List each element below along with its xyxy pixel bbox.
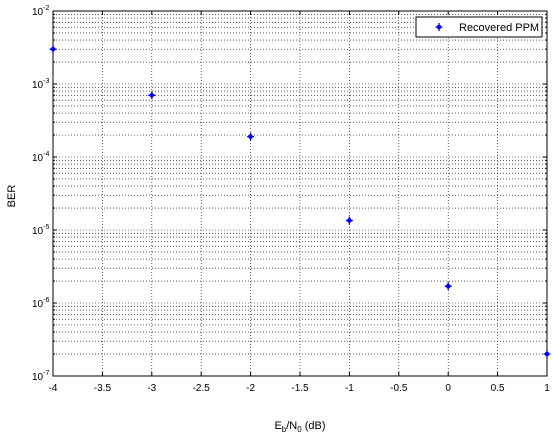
y-tick-label: 10-7 — [32, 370, 49, 383]
legend-box — [415, 16, 543, 38]
data-point — [543, 350, 551, 359]
x-tick-label: -1.5 — [291, 383, 309, 394]
y-tick-label: 10-5 — [32, 224, 49, 237]
y-tick-labels: 10-2 10-3 10-4 10-5 10-6 10-7 — [32, 5, 49, 383]
x-axis-label-main: E — [274, 420, 281, 432]
x-tick-label: 0 — [445, 383, 451, 394]
x-tick-label: -0.5 — [390, 383, 408, 394]
x-tick-label: -3.5 — [94, 383, 112, 394]
data-point — [148, 91, 156, 100]
data-point — [49, 45, 57, 54]
legend-label-recovered-ppm: Recovered PPM — [459, 22, 539, 34]
x-axis-label: Eb/N0 (dB) — [274, 420, 325, 434]
x-axis-label-sub1: b — [282, 425, 287, 434]
x-axis-label-tail: (dB) — [302, 420, 326, 432]
legend-star-icon — [435, 23, 443, 31]
x-tick-label: 1 — [544, 383, 550, 394]
y-tick-label: 10-4 — [32, 151, 49, 164]
legend: Recovered PPM — [415, 16, 543, 38]
data-points — [49, 45, 551, 359]
data-point — [247, 132, 255, 141]
x-tick-label: -2.5 — [193, 383, 211, 394]
y-tick-label: 10-6 — [32, 297, 49, 310]
x-tick-label: -1 — [345, 383, 354, 394]
x-tick-labels: -4 -3.5 -3 -2.5 -2 -1.5 -1 -0.5 0 0.5 1 — [49, 383, 551, 394]
x-axis-label-sub2: 0 — [297, 425, 302, 434]
y-tick-label: 10-2 — [32, 5, 49, 18]
data-point — [444, 282, 452, 291]
x-tick-label: -3 — [147, 383, 156, 394]
x-tick-label: -4 — [49, 383, 58, 394]
plot-frame — [52, 10, 548, 377]
x-tick-label: -2 — [246, 383, 255, 394]
y-tick-label: 10-3 — [32, 78, 49, 91]
x-axis-label-mid: /N — [286, 420, 297, 432]
x-tick-label: 0.5 — [491, 383, 505, 394]
data-point — [345, 216, 353, 225]
y-axis-label: BER — [6, 185, 18, 208]
legend-marker-recovered-ppm — [435, 23, 443, 31]
